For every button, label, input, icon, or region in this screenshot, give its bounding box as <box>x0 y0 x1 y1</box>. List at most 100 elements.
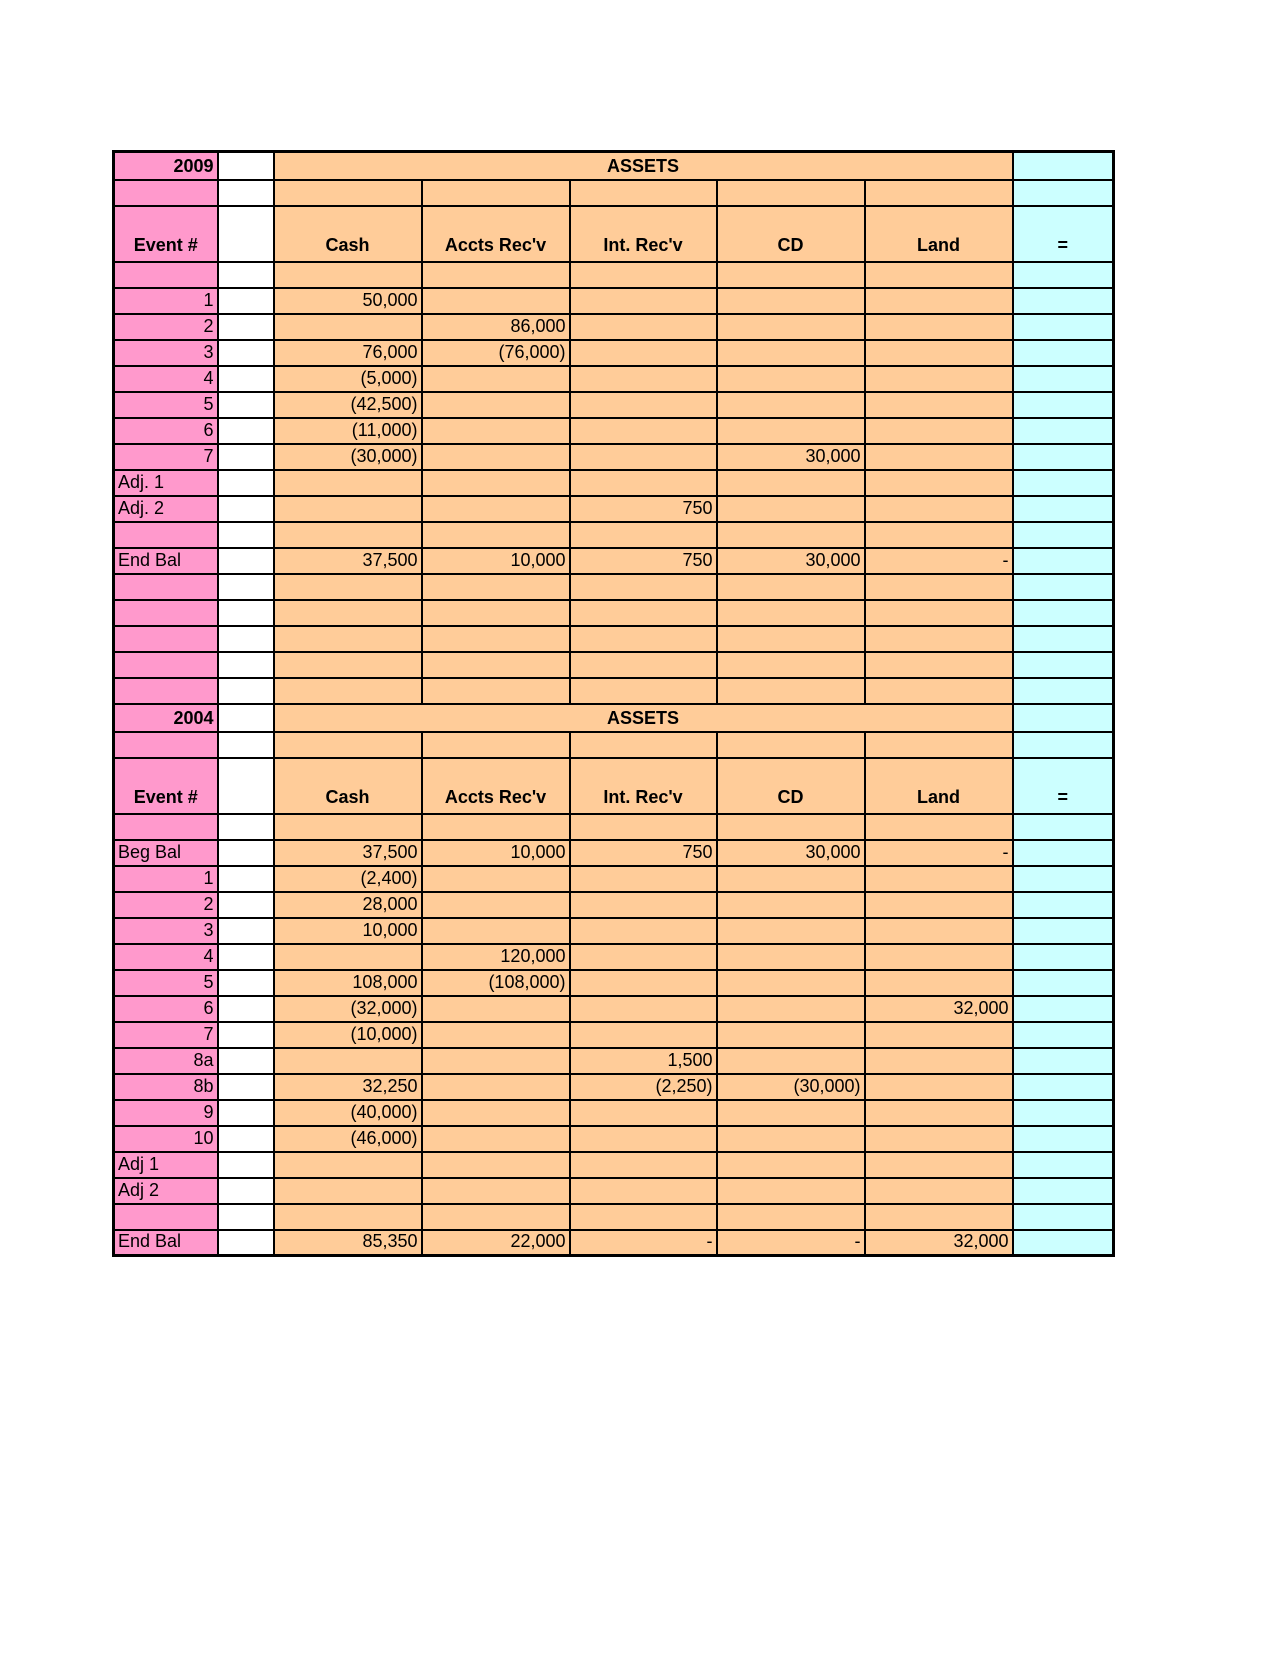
cell-int-recv <box>568 572 718 601</box>
spacer-cell <box>216 968 275 997</box>
cell-cash <box>272 178 423 207</box>
cell-int-recv <box>568 598 718 627</box>
spacer-cell <box>216 260 275 289</box>
cell-cash <box>272 812 423 841</box>
cell-cash: 32,250 <box>272 1072 423 1101</box>
cell-int-recv <box>568 1176 718 1205</box>
column-header-int-recv: Int. Rec'v <box>568 204 718 263</box>
cell-land <box>863 598 1014 627</box>
cell-cd: (30,000) <box>715 1072 866 1101</box>
spacer-cell <box>216 994 275 1023</box>
spacer-cell <box>216 204 275 263</box>
cell-cd <box>715 178 866 207</box>
spacer-cell <box>216 150 275 181</box>
cell-cd: - <box>715 1228 866 1257</box>
check-cell <box>1011 864 1115 893</box>
table-row: Adj 2 <box>112 1176 1115 1205</box>
blank-row <box>112 572 1115 601</box>
cell-cash <box>272 1046 423 1075</box>
row-label: Adj. 1 <box>112 468 219 497</box>
spacer-cell <box>216 1020 275 1049</box>
cell-land <box>863 312 1014 341</box>
check-cell <box>1011 546 1115 575</box>
table-row: 1 50,000 <box>112 286 1115 315</box>
table-row: Adj 1 <box>112 1150 1115 1179</box>
blank-row <box>112 624 1115 653</box>
table-row: 5 108,000 (108,000) <box>112 968 1115 997</box>
cell-int-recv <box>568 1150 718 1179</box>
check-cell <box>1011 1124 1115 1153</box>
cell-land <box>863 494 1014 523</box>
cell-int-recv <box>568 312 718 341</box>
spacer-cell <box>216 1072 275 1101</box>
cell-int-recv: - <box>568 1228 718 1257</box>
cell-accts-recv <box>420 864 571 893</box>
cell-land <box>863 730 1014 759</box>
cell-land <box>863 676 1014 705</box>
cell-cash: (10,000) <box>272 1020 423 1049</box>
column-header-int-recv: Int. Rec'v <box>568 756 718 815</box>
cell-land <box>863 260 1014 289</box>
row-label: 3 <box>112 916 219 945</box>
spacer-cell <box>216 838 275 867</box>
row-label: Adj. 2 <box>112 494 219 523</box>
row-label: 4 <box>112 942 219 971</box>
cell-cd <box>715 864 866 893</box>
row-label <box>112 520 219 549</box>
cell-accts-recv: 22,000 <box>420 1228 571 1257</box>
spacer-cell <box>216 546 275 575</box>
cell-cd <box>715 468 866 497</box>
blank-row <box>112 676 1115 705</box>
cell-int-recv <box>568 942 718 971</box>
cell-cd <box>715 624 866 653</box>
spacer-cell <box>216 390 275 419</box>
event-number-header: Event # <box>112 756 219 815</box>
cell-accts-recv: (108,000) <box>420 968 571 997</box>
cell-cd <box>715 890 866 919</box>
cell-cash: (11,000) <box>272 416 423 445</box>
blank-row <box>112 650 1115 679</box>
cell-land <box>863 1020 1014 1049</box>
cell-cash <box>272 572 423 601</box>
cell-cash: 50,000 <box>272 286 423 315</box>
cell-land <box>863 942 1014 971</box>
cell-accts-recv <box>420 416 571 445</box>
spacer-cell <box>216 442 275 471</box>
check-cell <box>1011 1098 1115 1127</box>
row-label <box>112 676 219 705</box>
cell-land <box>863 1202 1014 1231</box>
table-row: End Bal 37,500 10,000 750 30,000- <box>112 546 1115 575</box>
table-row: 7 (30,000) 30,000 <box>112 442 1115 471</box>
cell-int-recv <box>568 890 718 919</box>
row-label: End Bal <box>112 546 219 575</box>
check-cell <box>1011 916 1115 945</box>
cell-accts-recv <box>420 1150 571 1179</box>
check-column-header: = <box>1011 756 1115 815</box>
cell-int-recv <box>568 730 718 759</box>
check-cell <box>1011 1228 1115 1257</box>
row-label <box>112 260 219 289</box>
cell-land <box>863 624 1014 653</box>
cell-cd <box>715 812 866 841</box>
cell-accts-recv <box>420 730 571 759</box>
row-label: End Bal <box>112 1228 219 1257</box>
cell-accts-recv <box>420 1072 571 1101</box>
cell-cd <box>715 968 866 997</box>
year-banner-row: 2004 ASSETS <box>112 702 1115 733</box>
cell-land <box>863 178 1014 207</box>
cell-int-recv <box>568 994 718 1023</box>
check-cell <box>1011 338 1115 367</box>
check-cell <box>1011 520 1115 549</box>
cell-cd <box>715 286 866 315</box>
row-label <box>112 812 219 841</box>
cell-accts-recv <box>420 812 571 841</box>
cell-cash: 37,500 <box>272 838 423 867</box>
cell-accts-recv: 10,000 <box>420 838 571 867</box>
table-row: 6 (11,000) <box>112 416 1115 445</box>
assets-banner: ASSETS <box>272 150 1014 181</box>
cell-int-recv <box>568 864 718 893</box>
cell-accts-recv <box>420 572 571 601</box>
cell-cash: 76,000 <box>272 338 423 367</box>
cell-land <box>863 890 1014 919</box>
cell-cd: 30,000 <box>715 546 866 575</box>
